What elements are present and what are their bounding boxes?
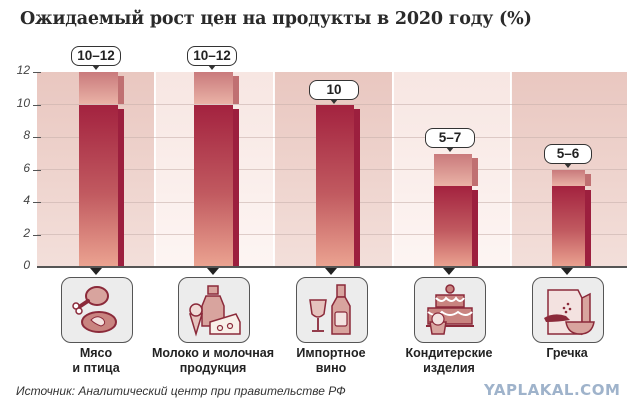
buckwheat-icon bbox=[532, 277, 604, 343]
category-label-line1: Мясо bbox=[79, 346, 113, 360]
y-tick-label: 4 bbox=[23, 193, 30, 207]
category-label-line1: Кондитерские bbox=[405, 346, 493, 360]
category-label: Мясо и птица bbox=[21, 346, 171, 376]
category-label: Импортное вино bbox=[256, 346, 406, 376]
dairy-icon bbox=[178, 277, 250, 343]
y-tick-label: 8 bbox=[23, 128, 30, 142]
category-label: Молоко и молочная продукция bbox=[138, 346, 288, 376]
chart-title: Ожидаемый рост цен на продукты в 2020 го… bbox=[20, 9, 532, 29]
y-tick-label: 12 bbox=[16, 63, 30, 77]
y-tick bbox=[33, 105, 41, 106]
category-label-line1: Молоко и молочная bbox=[151, 346, 275, 360]
bar-buckwheat bbox=[552, 170, 598, 267]
watermark: YAPLAKAL.COM bbox=[484, 381, 621, 399]
category-label: Гречка bbox=[492, 346, 640, 361]
pointer-icon bbox=[207, 268, 219, 275]
source-note: Источник: Аналитический центр при правит… bbox=[16, 384, 346, 398]
value-callout: 10 bbox=[309, 80, 359, 104]
bar-meat bbox=[79, 72, 125, 267]
value-callout: 10–12 bbox=[187, 46, 237, 70]
category-label-line2: и птица bbox=[72, 361, 120, 375]
y-tick-label: 2 bbox=[23, 226, 30, 240]
category-label: Кондитерские изделия bbox=[374, 346, 524, 376]
category-label-line2: изделия bbox=[423, 361, 475, 375]
y-tick-label: 10 bbox=[16, 96, 30, 110]
y-tick bbox=[33, 137, 41, 138]
value-callout: 5–7 bbox=[425, 128, 475, 152]
category-label-line1: Импортное bbox=[296, 346, 366, 360]
y-tick-label: 0 bbox=[23, 258, 30, 272]
category-label-line1: Гречка bbox=[546, 346, 588, 360]
bar-confectionery bbox=[434, 154, 480, 267]
pointer-icon bbox=[561, 268, 573, 275]
bar-wine bbox=[316, 105, 362, 267]
cake-icon bbox=[414, 277, 486, 343]
bar-dairy bbox=[194, 72, 240, 267]
pointer-icon bbox=[443, 268, 455, 275]
category-label-line2: продукция bbox=[179, 361, 247, 375]
pointer-icon bbox=[325, 268, 337, 275]
x-axis bbox=[37, 266, 627, 268]
y-tick bbox=[33, 72, 41, 73]
meat-poultry-icon bbox=[61, 277, 133, 343]
gridline bbox=[37, 104, 627, 105]
category-label-line2: вино bbox=[315, 361, 347, 375]
y-tick bbox=[33, 235, 41, 236]
pointer-icon bbox=[90, 268, 102, 275]
y-tick bbox=[33, 170, 41, 171]
value-callout: 5–6 bbox=[544, 144, 592, 168]
wine-icon bbox=[296, 277, 368, 343]
value-callout: 10–12 bbox=[71, 46, 121, 70]
y-tick-label: 6 bbox=[23, 161, 30, 175]
y-tick bbox=[33, 202, 41, 203]
